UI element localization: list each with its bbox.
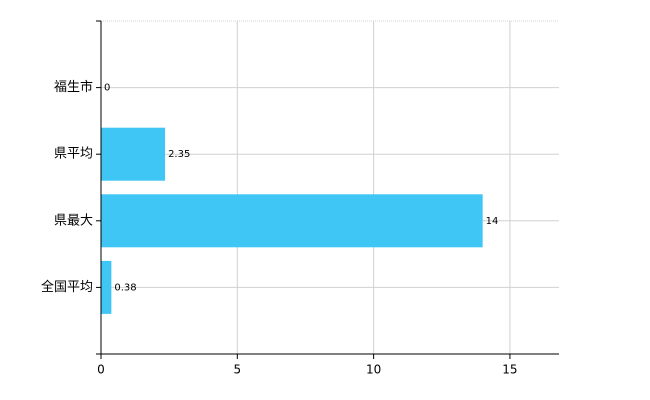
y-tick-label: 全国平均 — [41, 279, 93, 295]
x-tick-label: 10 — [366, 363, 381, 377]
y-tick-label: 福生市 — [54, 79, 93, 95]
bar — [101, 127, 166, 181]
data-label: 0 — [104, 83, 110, 94]
data-label: 2.35 — [168, 149, 190, 160]
data-label: 0.38 — [114, 282, 136, 293]
x-tick-label: 0 — [97, 363, 105, 377]
data-label: 14 — [486, 216, 499, 227]
bar — [101, 260, 112, 314]
y-tick-label: 県最大 — [54, 213, 93, 228]
x-tick-label: 5 — [233, 363, 241, 377]
y-tick-label: 県平均 — [54, 147, 93, 162]
bar — [101, 194, 483, 248]
x-tick-label: 15 — [502, 363, 517, 377]
